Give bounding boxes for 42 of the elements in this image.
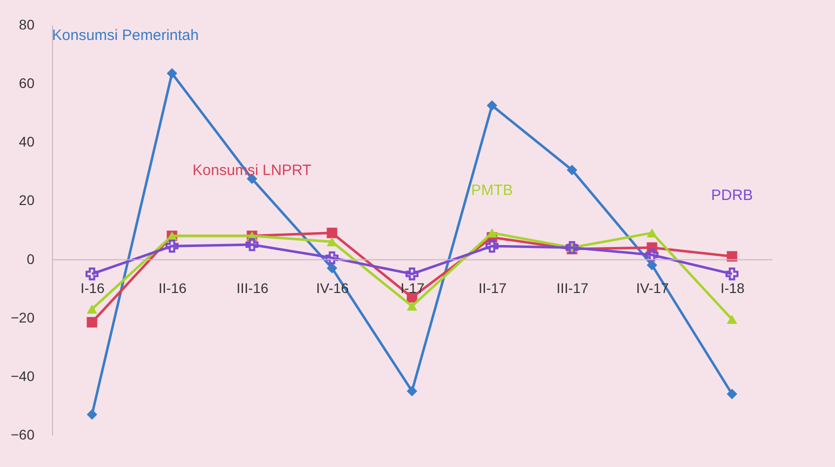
point — [326, 251, 338, 264]
point — [326, 228, 338, 238]
text: Konsumsi Pemerintah — [52, 27, 199, 44]
x-tick-label: I-18 — [720, 280, 745, 296]
y-tick-label: 0 — [26, 250, 35, 267]
y-tick-label: 80 — [18, 16, 35, 32]
x-tick-label: I-16 — [80, 280, 105, 296]
point — [646, 248, 658, 262]
point — [486, 100, 498, 111]
point — [326, 262, 338, 274]
point — [646, 228, 658, 238]
point — [326, 237, 338, 246]
text: PMTB — [471, 182, 513, 199]
x-tick-label: III-16 — [236, 280, 269, 296]
point — [486, 240, 498, 253]
point — [566, 164, 578, 176]
x-tick-label: I-17 — [400, 280, 425, 296]
y-tick-label: 20 — [18, 192, 35, 208]
y-tick-label: −60 — [10, 426, 35, 442]
y-tick-label: 60 — [18, 75, 35, 92]
x-tick-label: II-16 — [158, 280, 187, 296]
point — [166, 240, 178, 253]
point — [726, 314, 738, 324]
point — [86, 304, 98, 314]
point — [86, 317, 98, 328]
point — [86, 267, 98, 280]
point — [486, 228, 498, 238]
text: PDRB — [711, 187, 753, 204]
point — [86, 409, 98, 420]
point — [406, 267, 418, 280]
x-tick-label: II-17 — [478, 280, 507, 296]
x-tick-label: III-17 — [556, 280, 589, 296]
point — [406, 302, 418, 311]
point — [166, 68, 178, 79]
point — [646, 260, 658, 270]
y-tick-label: 40 — [18, 134, 35, 150]
point — [726, 267, 738, 280]
y-tick-label: −20 — [10, 309, 35, 326]
point — [246, 238, 258, 252]
point — [726, 388, 738, 400]
y-tick-label: −40 — [10, 368, 35, 384]
point — [406, 386, 418, 396]
